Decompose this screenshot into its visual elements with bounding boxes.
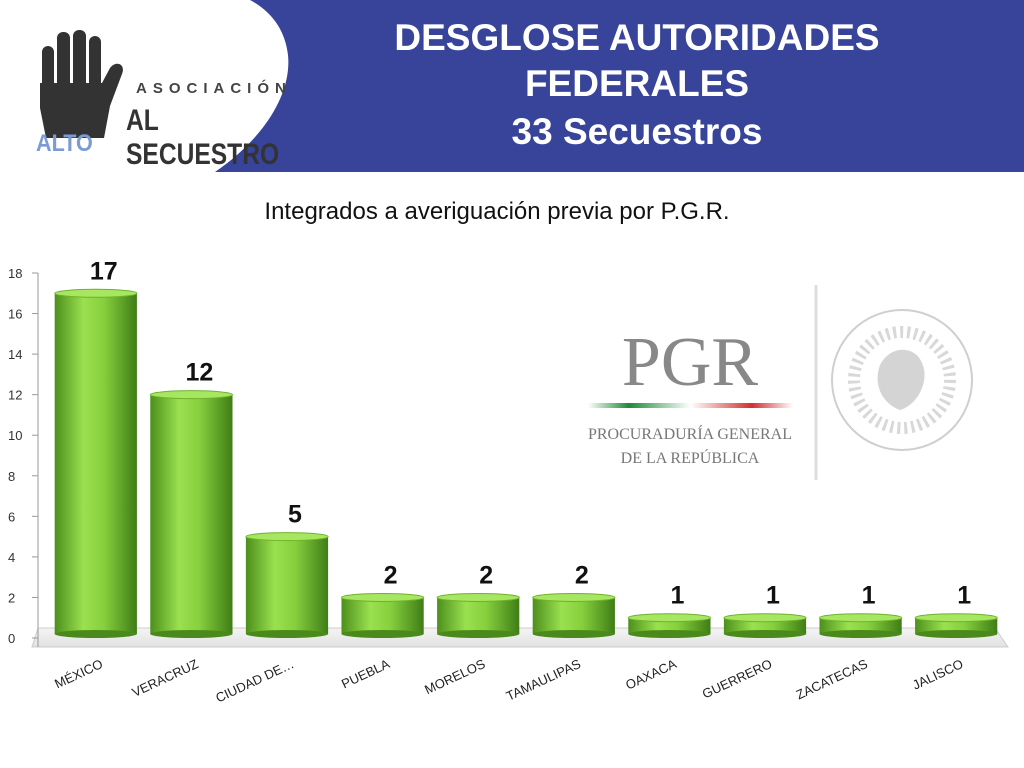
bar-cap: [340, 592, 425, 602]
bar-base: [341, 630, 424, 638]
bar-base: [819, 630, 902, 638]
bar-base: [54, 630, 137, 638]
bar-base: [723, 630, 807, 638]
bar-cap: [532, 592, 616, 602]
x-tick-label: MÉXICO: [52, 656, 105, 691]
bars: [54, 288, 998, 638]
y-tick-label: 8: [8, 469, 15, 484]
title-line-1: DESGLOSE AUTORIDADES: [394, 17, 880, 58]
bar-1: [149, 390, 234, 638]
y-tick-label: 12: [8, 388, 22, 403]
data-labels: 17 12 5 2 2 2 1 1 1 1: [90, 257, 971, 609]
bar-cap: [436, 592, 520, 602]
logo-kicker-text: ASOCIACIÓN: [136, 80, 292, 97]
x-tick-label: OAXACA: [623, 656, 679, 693]
bar-6: [627, 613, 712, 638]
bar-body: [628, 617, 711, 634]
y-tick-label: 6: [8, 509, 15, 524]
bar-body: [437, 597, 520, 634]
data-label: 2: [575, 561, 589, 589]
pgr-flag-stripe: [588, 403, 793, 408]
bar-cap: [54, 288, 138, 298]
x-axis-labels: MÉXICO VERACRUZ CIUDAD DE… PUEBLA MORELOS TAM…: [52, 656, 965, 705]
y-tick-label: 2: [8, 590, 15, 605]
bar-cap: [818, 613, 903, 623]
x-tick-label: MORELOS: [422, 656, 488, 697]
data-label: 17: [90, 257, 118, 285]
x-tick-label: TAMAULIPAS: [504, 656, 584, 704]
data-label: 2: [384, 561, 398, 589]
bar-body: [723, 617, 807, 634]
bar-body: [532, 597, 615, 634]
title-line-3: 33 Secuestros: [511, 111, 763, 152]
header-background: [215, 0, 1024, 172]
y-tick-label: 14: [8, 347, 22, 362]
y-tick-label: 16: [8, 307, 22, 322]
header-banner: ASOCIACIÓN ALTO AL SECUESTRO DESGLOSE AU…: [0, 0, 1024, 172]
mexican-seal-icon: [831, 309, 973, 451]
bar-base: [532, 630, 615, 638]
y-tick-label: 4: [8, 550, 15, 565]
header-blue-shape: [215, 0, 1024, 172]
bar-5: [532, 592, 616, 638]
bar-body: [245, 536, 329, 634]
logo-word-al-secuestro: AL SECUESTRO: [126, 104, 280, 171]
data-label: 1: [862, 582, 876, 610]
data-label: 1: [766, 582, 780, 610]
bar-base: [437, 630, 520, 638]
x-tick-label: GUERRERO: [700, 656, 774, 701]
data-label: 12: [185, 359, 213, 387]
bar-cap: [149, 390, 234, 400]
bar-0: [54, 288, 138, 638]
bar-8: [818, 613, 903, 638]
bar-4: [436, 592, 520, 638]
x-tick-label: CIUDAD DE…: [213, 656, 296, 705]
bar-base: [245, 630, 329, 638]
bar-chart: PGR PROCURADURÍA GENERAL DE LA REPÚBLICA…: [8, 257, 1009, 705]
hand-icon: [40, 30, 123, 138]
bar-2: [245, 532, 329, 638]
x-tick-label: VERACRUZ: [130, 656, 201, 700]
data-label: 5: [288, 501, 302, 529]
chart-subtitle: Integrados a averiguación previa por P.G…: [264, 198, 730, 225]
data-label: 1: [670, 582, 684, 610]
logo-word-alto: ALTO: [36, 130, 93, 157]
alto-al-secuestro-logo: ASOCIACIÓN ALTO AL SECUESTRO: [30, 28, 286, 171]
bar-cap: [627, 613, 712, 623]
bar-3: [340, 592, 425, 638]
bar-body: [915, 617, 998, 634]
data-label: 2: [479, 561, 493, 589]
pgr-line-2: DE LA REPÚBLICA: [621, 448, 760, 467]
bar-cap: [245, 532, 329, 542]
bar-cap: [723, 613, 807, 623]
x-tick-label: ZACATECAS: [794, 656, 870, 702]
bar-body: [341, 597, 424, 634]
bar-7: [723, 613, 807, 638]
bar-body: [819, 617, 902, 634]
y-tick-label: 18: [8, 266, 22, 281]
pgr-line-1: PROCURADURÍA GENERAL: [588, 424, 792, 443]
x-tick-label: PUEBLA: [339, 656, 392, 691]
x-tick-label: JALISCO: [910, 656, 965, 692]
title-line-2: FEDERALES: [524, 63, 750, 104]
y-tick-label: 0: [8, 631, 15, 646]
bar-cap: [914, 613, 998, 623]
bar-body: [150, 394, 233, 634]
pgr-acronym: PGR: [622, 324, 758, 401]
bar-9: [914, 613, 998, 638]
y-tick-label: 10: [8, 428, 22, 443]
bar-body: [54, 293, 137, 634]
pgr-logo: PGR PROCURADURÍA GENERAL DE LA REPÚBLICA: [588, 285, 973, 480]
bar-base: [628, 630, 711, 638]
y-axis: 0 2 4 6 8 10 12 14 16 18: [8, 266, 39, 647]
bar-base: [150, 630, 233, 638]
bar-base: [915, 630, 998, 638]
data-label: 1: [957, 582, 971, 610]
